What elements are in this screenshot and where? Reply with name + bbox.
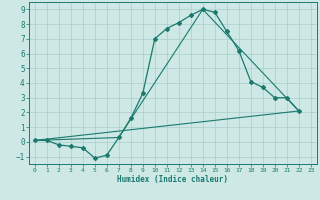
X-axis label: Humidex (Indice chaleur): Humidex (Indice chaleur): [117, 175, 228, 184]
